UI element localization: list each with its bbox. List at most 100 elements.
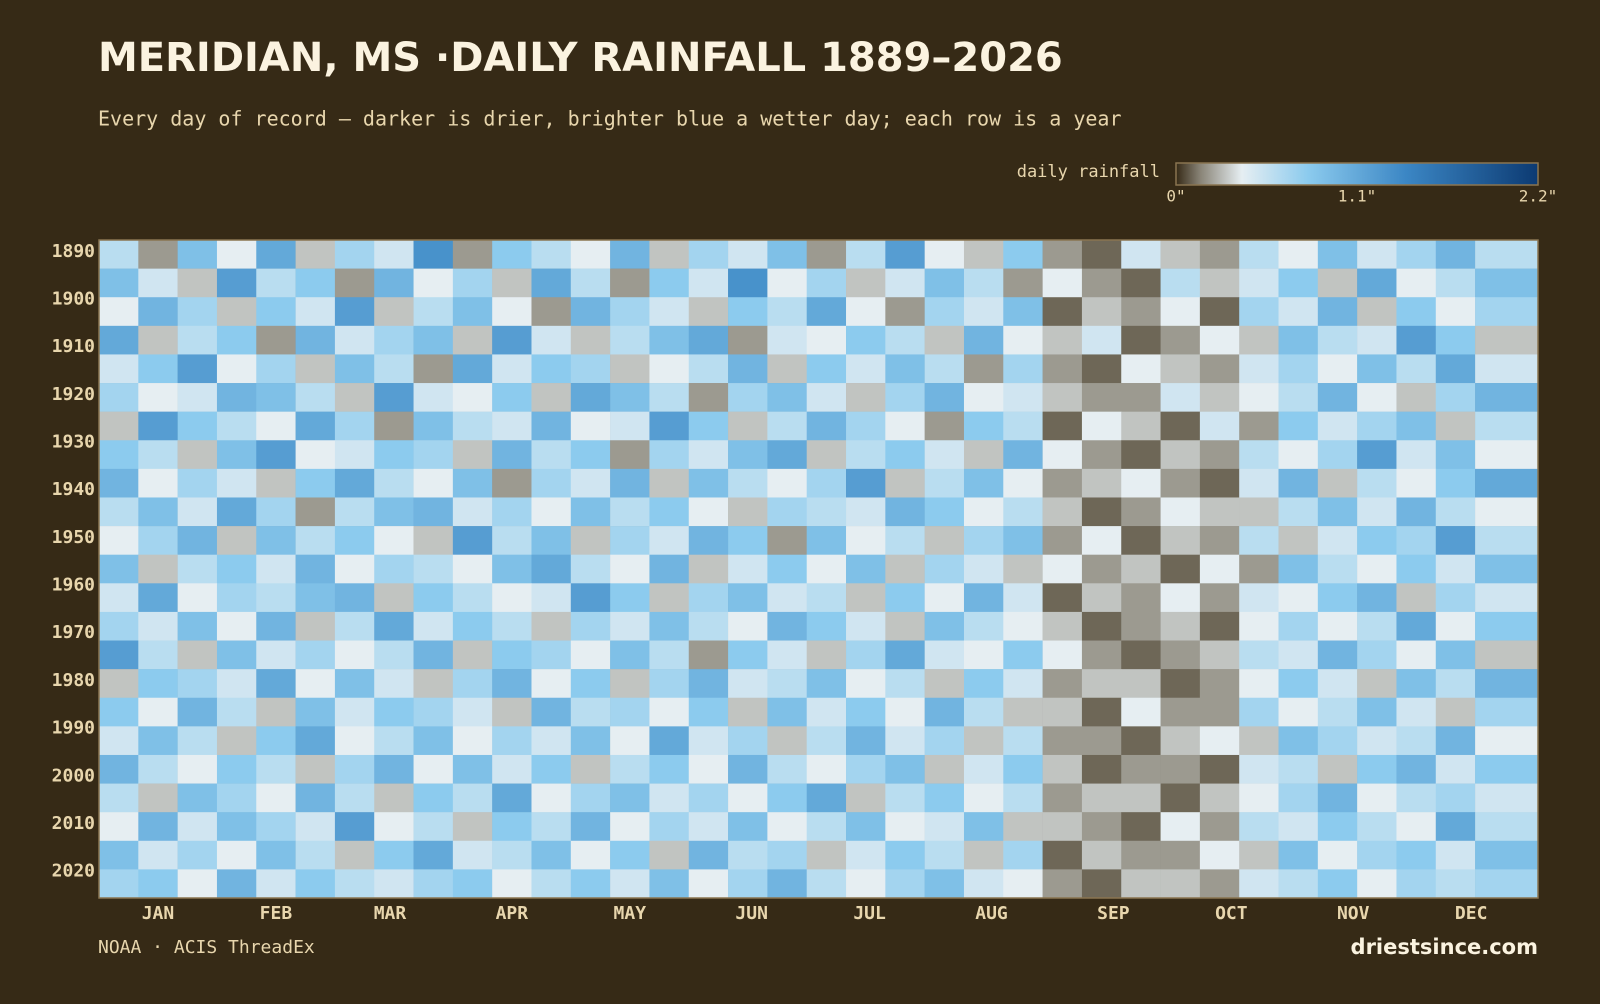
heatmap-cell — [846, 783, 886, 813]
heatmap-cell — [177, 268, 218, 298]
heatmap-cell — [885, 325, 925, 355]
heatmap-cell — [924, 468, 965, 498]
heatmap-cell — [452, 783, 493, 813]
heatmap-cell — [728, 268, 768, 298]
heatmap-cell — [1160, 840, 1201, 870]
heatmap-cell — [728, 611, 768, 641]
heatmap-cell — [99, 869, 139, 899]
heatmap-cell — [1396, 268, 1437, 298]
heatmap-cell — [728, 697, 768, 727]
heatmap-cell — [1357, 240, 1397, 269]
heatmap-cell — [374, 440, 414, 470]
heatmap-cell — [492, 440, 532, 470]
heatmap-cell — [1081, 697, 1122, 727]
heatmap-cell — [649, 440, 690, 470]
heatmap-cell — [1121, 611, 1161, 641]
heatmap-cell — [1396, 325, 1437, 355]
heatmap-cell — [99, 526, 139, 555]
heatmap-cell — [649, 411, 690, 441]
heatmap-cell — [452, 268, 493, 298]
heatmap-cell — [374, 554, 414, 584]
heatmap-cell — [334, 640, 375, 670]
heatmap-cell — [885, 497, 925, 527]
heatmap-cell — [1160, 611, 1201, 641]
heatmap-cell — [1396, 754, 1437, 784]
heatmap-cell — [1081, 240, 1122, 269]
heatmap-cell — [570, 240, 611, 269]
heatmap-cell — [610, 497, 650, 527]
heatmap-cell — [1042, 840, 1083, 870]
heatmap-cell — [767, 869, 808, 899]
heatmap-cell — [1121, 669, 1161, 699]
heatmap-cell — [688, 297, 729, 327]
heatmap-cell — [138, 869, 178, 899]
heatmap-cell — [846, 869, 886, 899]
y-tick-label: 1990 — [52, 718, 95, 739]
heatmap-cell — [177, 840, 218, 870]
heatmap-cell — [1199, 554, 1240, 584]
heatmap-cell — [1317, 697, 1358, 727]
heatmap-cell — [374, 812, 414, 842]
heatmap-cell — [138, 268, 178, 298]
heatmap-cell — [1435, 240, 1476, 269]
heatmap-cell — [138, 526, 178, 555]
heatmap-cell — [649, 640, 690, 670]
heatmap-cell — [1239, 383, 1279, 412]
heatmap-cell — [1396, 726, 1437, 756]
heatmap-cell — [138, 383, 178, 412]
heatmap-cell — [1121, 726, 1161, 756]
heatmap-cell — [767, 669, 808, 699]
heatmap-cell — [924, 526, 965, 555]
heatmap-cell — [1278, 754, 1319, 784]
heatmap-cell — [452, 697, 493, 727]
heatmap-cell — [649, 297, 690, 327]
heatmap-cell — [334, 726, 375, 756]
chart-subtitle: Every day of record — darker is drier, b… — [98, 107, 1122, 131]
heatmap-cell — [1239, 697, 1279, 727]
heatmap-cell — [1357, 812, 1397, 842]
heatmap-cell — [216, 869, 257, 899]
heatmap-cell — [1160, 526, 1201, 555]
heatmap-cell — [728, 468, 768, 498]
heatmap-cell — [1357, 297, 1397, 327]
heatmap-cell — [1239, 297, 1279, 327]
heatmap-cell — [1199, 440, 1240, 470]
heatmap-cell — [1121, 240, 1161, 269]
heatmap-cell — [531, 697, 572, 727]
heatmap-cell — [374, 640, 414, 670]
heatmap-cell — [767, 297, 808, 327]
heatmap-cell — [1239, 754, 1279, 784]
heatmap-cell — [1042, 354, 1083, 384]
heatmap-cell — [295, 640, 336, 670]
heatmap-cell — [1081, 468, 1122, 498]
heatmap-cell — [216, 726, 257, 756]
heatmap-cell — [1003, 325, 1043, 355]
heatmap-cell — [1199, 640, 1240, 670]
heatmap-cell — [1475, 697, 1539, 727]
heatmap-cell — [452, 726, 493, 756]
heatmap-cell — [963, 526, 1004, 555]
heatmap-cell — [256, 354, 296, 384]
heatmap-cell — [492, 697, 532, 727]
heatmap-cell — [334, 383, 375, 412]
y-tick-label: 1940 — [52, 479, 95, 500]
heatmap-cell — [295, 440, 336, 470]
x-tick-label: MAY — [614, 903, 647, 924]
heatmap-cell — [413, 240, 454, 269]
heatmap-cell — [728, 812, 768, 842]
heatmap-cell — [1435, 383, 1476, 412]
heatmap-cell — [1199, 669, 1240, 699]
heatmap-cell — [1081, 526, 1122, 555]
x-tick-label: JUL — [853, 903, 886, 924]
heatmap-cell — [177, 726, 218, 756]
heatmap-cell — [295, 869, 336, 899]
heatmap-cell — [963, 726, 1004, 756]
heatmap-cell — [99, 325, 139, 355]
heatmap-cell — [1317, 354, 1358, 384]
heatmap-cell — [138, 240, 178, 269]
heatmap-cell — [610, 297, 650, 327]
heatmap-cell — [1317, 240, 1358, 269]
heatmap-cell — [610, 783, 650, 813]
heatmap-cell — [1081, 869, 1122, 899]
heatmap-cell — [256, 726, 296, 756]
